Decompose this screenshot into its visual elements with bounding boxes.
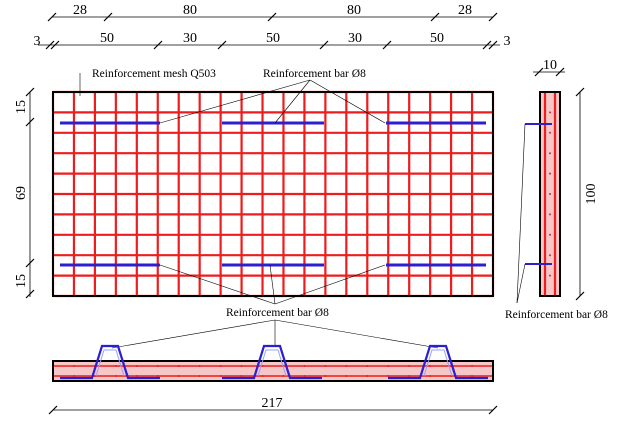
dim-80-right: 80	[347, 3, 361, 18]
section-bar-dot	[345, 375, 348, 377]
section-bar-dot	[177, 375, 180, 377]
dim-50-c: 50	[430, 31, 444, 46]
section-bar-dot	[72, 375, 75, 377]
label-mesh: Reinforcement mesh Q503	[92, 68, 216, 80]
section-bar-dot	[408, 365, 411, 367]
section-bent-bars	[60, 344, 488, 380]
dim-217: 217	[262, 396, 283, 411]
section-bar-dot	[135, 365, 138, 367]
side-bar-dot	[549, 193, 551, 195]
dim-15-bottom: 15	[14, 274, 29, 288]
section-bar-dot	[261, 365, 264, 367]
dim-30-b: 30	[348, 31, 362, 46]
section-bar-dot	[324, 375, 327, 377]
side-bar-dot	[549, 233, 551, 236]
left-dimension: 15 69 15	[14, 87, 35, 299]
section-bar-dot	[282, 375, 285, 377]
bent-bar	[60, 344, 160, 380]
side-bar-dot	[549, 274, 551, 277]
section-bar-dot	[303, 365, 306, 367]
section-bar-dot	[303, 375, 306, 377]
section-bar-dot	[156, 375, 159, 377]
section-outline	[52, 360, 494, 382]
section-bar-dot	[219, 375, 222, 377]
section-view: 217	[48, 319, 498, 415]
section-bar-dot	[366, 365, 369, 367]
section-bar-dot	[366, 375, 369, 377]
side-bar-dot	[549, 254, 551, 257]
label-bar-bottom: Reinforcement bar Ø8	[226, 307, 329, 319]
section-bar-dot	[408, 375, 411, 377]
dim-3-left: 3	[34, 34, 41, 49]
bent-bar-inner	[423, 349, 453, 377]
top-dimension-row1: 28 80 80 28	[47, 3, 498, 22]
side-bar-dot	[549, 213, 551, 216]
section-bar-dot	[135, 375, 138, 377]
label-bar-side: Reinforcement bar Ø8	[505, 309, 608, 321]
dim-50-a: 50	[100, 31, 114, 46]
section-bar-dot	[429, 365, 432, 367]
side-bar-dot	[549, 172, 551, 175]
side-outline	[539, 91, 561, 297]
bent-bar	[222, 344, 322, 380]
side-bar-dot	[549, 111, 551, 114]
dim-69: 69	[14, 186, 29, 200]
section-bar-dot	[471, 365, 474, 367]
side-bar-dot	[549, 152, 551, 155]
section-bar-dot	[387, 365, 390, 367]
section-bar-dot	[387, 375, 390, 377]
section-bar-dot	[93, 375, 96, 377]
section-bar-dot	[198, 375, 201, 377]
section-bar-dot	[114, 365, 117, 367]
side-view: 10 100 Reinforcement bar Ø8	[505, 58, 608, 321]
reinforcement-mesh-grid	[51, 90, 495, 298]
panel-outline	[52, 91, 494, 297]
section-bar-dot	[240, 375, 243, 377]
dim-side-100: 100	[584, 184, 599, 205]
section-bar-dot	[72, 365, 75, 367]
dim-50-b: 50	[266, 31, 280, 46]
section-bar-dot	[198, 365, 201, 367]
section-bar-dot	[114, 375, 117, 377]
section-bar-dot	[345, 365, 348, 367]
section-bar-dot	[177, 365, 180, 367]
dim-3-right: 3	[504, 34, 511, 49]
reinforcement-bars-plan	[60, 121, 486, 267]
dim-15-top: 15	[14, 100, 29, 114]
section-bar-dot	[324, 365, 327, 367]
section-fill	[53, 361, 493, 381]
bent-bar	[388, 344, 488, 380]
section-bar-dot	[261, 375, 264, 377]
dim-30-a: 30	[183, 31, 197, 46]
section-bar-dot	[219, 365, 222, 367]
leaders-plan	[79, 73, 386, 305]
dim-28-right: 28	[458, 3, 472, 18]
section-bar-dot	[240, 365, 243, 367]
bent-bar-inner	[257, 349, 287, 377]
dim-28-left: 28	[73, 3, 87, 18]
dim-side-10: 10	[543, 58, 557, 73]
bent-bar-inner	[95, 349, 125, 377]
top-dimension-row2: 3 50 30 50 30 50 3	[34, 31, 511, 50]
section-bar-dot	[471, 375, 474, 377]
section-bar-dot	[156, 365, 159, 367]
side-bar-dot	[549, 131, 551, 134]
section-bar-dot	[429, 375, 432, 377]
label-bar-top: Reinforcement bar Ø8	[263, 68, 366, 80]
dim-80-left: 80	[183, 3, 197, 18]
